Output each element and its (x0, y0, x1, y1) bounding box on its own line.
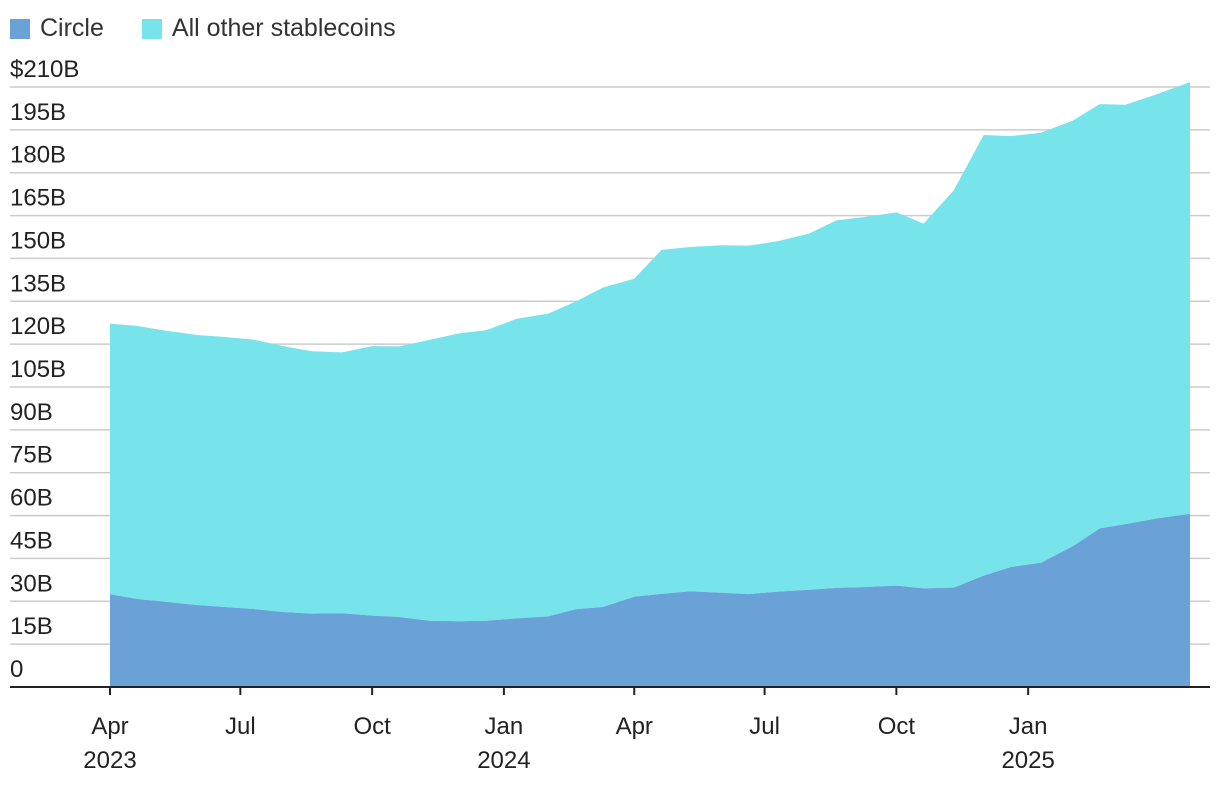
y-tick-label: 195B (10, 99, 66, 126)
x-tick-label: Oct (353, 713, 391, 740)
area-other-stablecoins (110, 82, 1190, 622)
y-tick-label: 105B (10, 356, 66, 383)
x-tick-label: Jul (225, 713, 256, 740)
area-circle (110, 513, 1190, 687)
x-tick-label: Jan (1009, 713, 1048, 740)
y-tick-label: 60B (10, 485, 53, 512)
y-tick-label: 165B (10, 185, 66, 212)
x-tick-year-label: 2023 (83, 747, 136, 774)
legend: Circle All other stablecoins (10, 14, 396, 43)
y-axis-labels: 0 15B 30B 45B 60B 75B 90B 105B 120B 135B 150B 165B 1… (10, 56, 79, 683)
x-axis: Apr 2023 Jul Oct Jan 2024 Apr Jul Oct Jan 2025 (10, 686, 1210, 774)
legend-label-other: All other stablecoins (171, 14, 396, 42)
legend-item-other[interactable]: All other stablecoins (141, 14, 396, 43)
y-tick-label: 75B (10, 442, 53, 469)
legend-swatch-other (141, 18, 162, 39)
legend-item-circle[interactable]: Circle (10, 14, 104, 43)
y-tick-label: 90B (10, 399, 53, 426)
y-tick-label: 180B (10, 142, 66, 169)
x-tick-label: Apr (616, 713, 653, 740)
y-tick-label: 0 (10, 656, 23, 683)
x-tick-year-label: 2025 (1001, 747, 1054, 774)
legend-swatch-circle (10, 18, 30, 39)
x-tick-year-label: 2024 (477, 747, 530, 774)
x-tick-label: Apr (91, 713, 128, 740)
y-tick-label: 120B (10, 313, 66, 340)
x-tick-label: Jan (485, 713, 524, 740)
legend-label-circle: Circle (40, 14, 104, 42)
area-series (110, 82, 1190, 687)
y-tick-label: 135B (10, 270, 66, 297)
y-tick-label: $210B (10, 56, 79, 83)
y-tick-label: 30B (10, 570, 53, 597)
x-tick-label: Jul (749, 713, 780, 740)
y-tick-label: 15B (10, 613, 53, 640)
x-tick-label: Oct (878, 713, 916, 740)
y-tick-label: 45B (10, 527, 53, 554)
y-tick-label: 150B (10, 227, 66, 254)
